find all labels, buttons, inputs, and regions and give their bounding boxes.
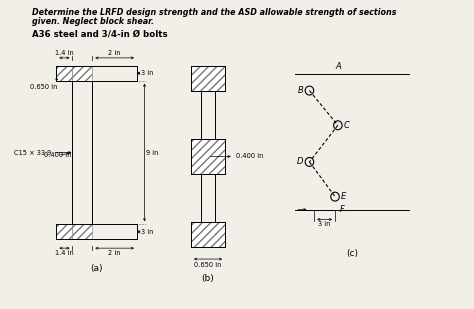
Text: 9 in: 9 in: [146, 150, 159, 155]
Text: A36 steel and 3/4-in Ø bolts: A36 steel and 3/4-in Ø bolts: [32, 29, 167, 38]
Text: 2 in: 2 in: [109, 50, 121, 56]
Polygon shape: [73, 66, 92, 81]
Text: (a): (a): [91, 264, 103, 273]
Text: D: D: [297, 157, 303, 167]
Text: 1.4 in: 1.4 in: [55, 50, 74, 56]
Polygon shape: [56, 66, 73, 81]
Text: 2 in: 2 in: [109, 250, 121, 256]
Text: E: E: [341, 192, 346, 201]
Text: 0.400 in: 0.400 in: [44, 152, 72, 159]
Text: Determine the LRFD design strength and the ASD allowable strength of sections: Determine the LRFD design strength and t…: [32, 8, 396, 17]
Text: A: A: [335, 62, 341, 71]
Text: 3 in: 3 in: [141, 229, 153, 235]
Text: C: C: [344, 121, 350, 130]
Polygon shape: [73, 224, 92, 239]
Text: given. Neglect block shear.: given. Neglect block shear.: [32, 17, 154, 26]
Text: 0.400 in: 0.400 in: [211, 154, 264, 159]
Text: C15 × 33.9: C15 × 33.9: [14, 150, 52, 155]
Text: F: F: [340, 205, 345, 214]
Polygon shape: [191, 139, 225, 174]
Text: 3 in: 3 in: [319, 221, 331, 227]
Polygon shape: [56, 224, 73, 239]
Text: (b): (b): [201, 274, 214, 283]
Text: 1.4 in: 1.4 in: [55, 250, 74, 256]
Text: 0.650 in: 0.650 in: [30, 79, 57, 90]
Text: (c): (c): [346, 249, 358, 258]
Text: 3 in: 3 in: [141, 70, 153, 76]
Polygon shape: [191, 66, 225, 91]
Text: 0.650 in: 0.650 in: [194, 262, 222, 268]
Polygon shape: [191, 222, 225, 247]
Text: B: B: [298, 86, 303, 95]
